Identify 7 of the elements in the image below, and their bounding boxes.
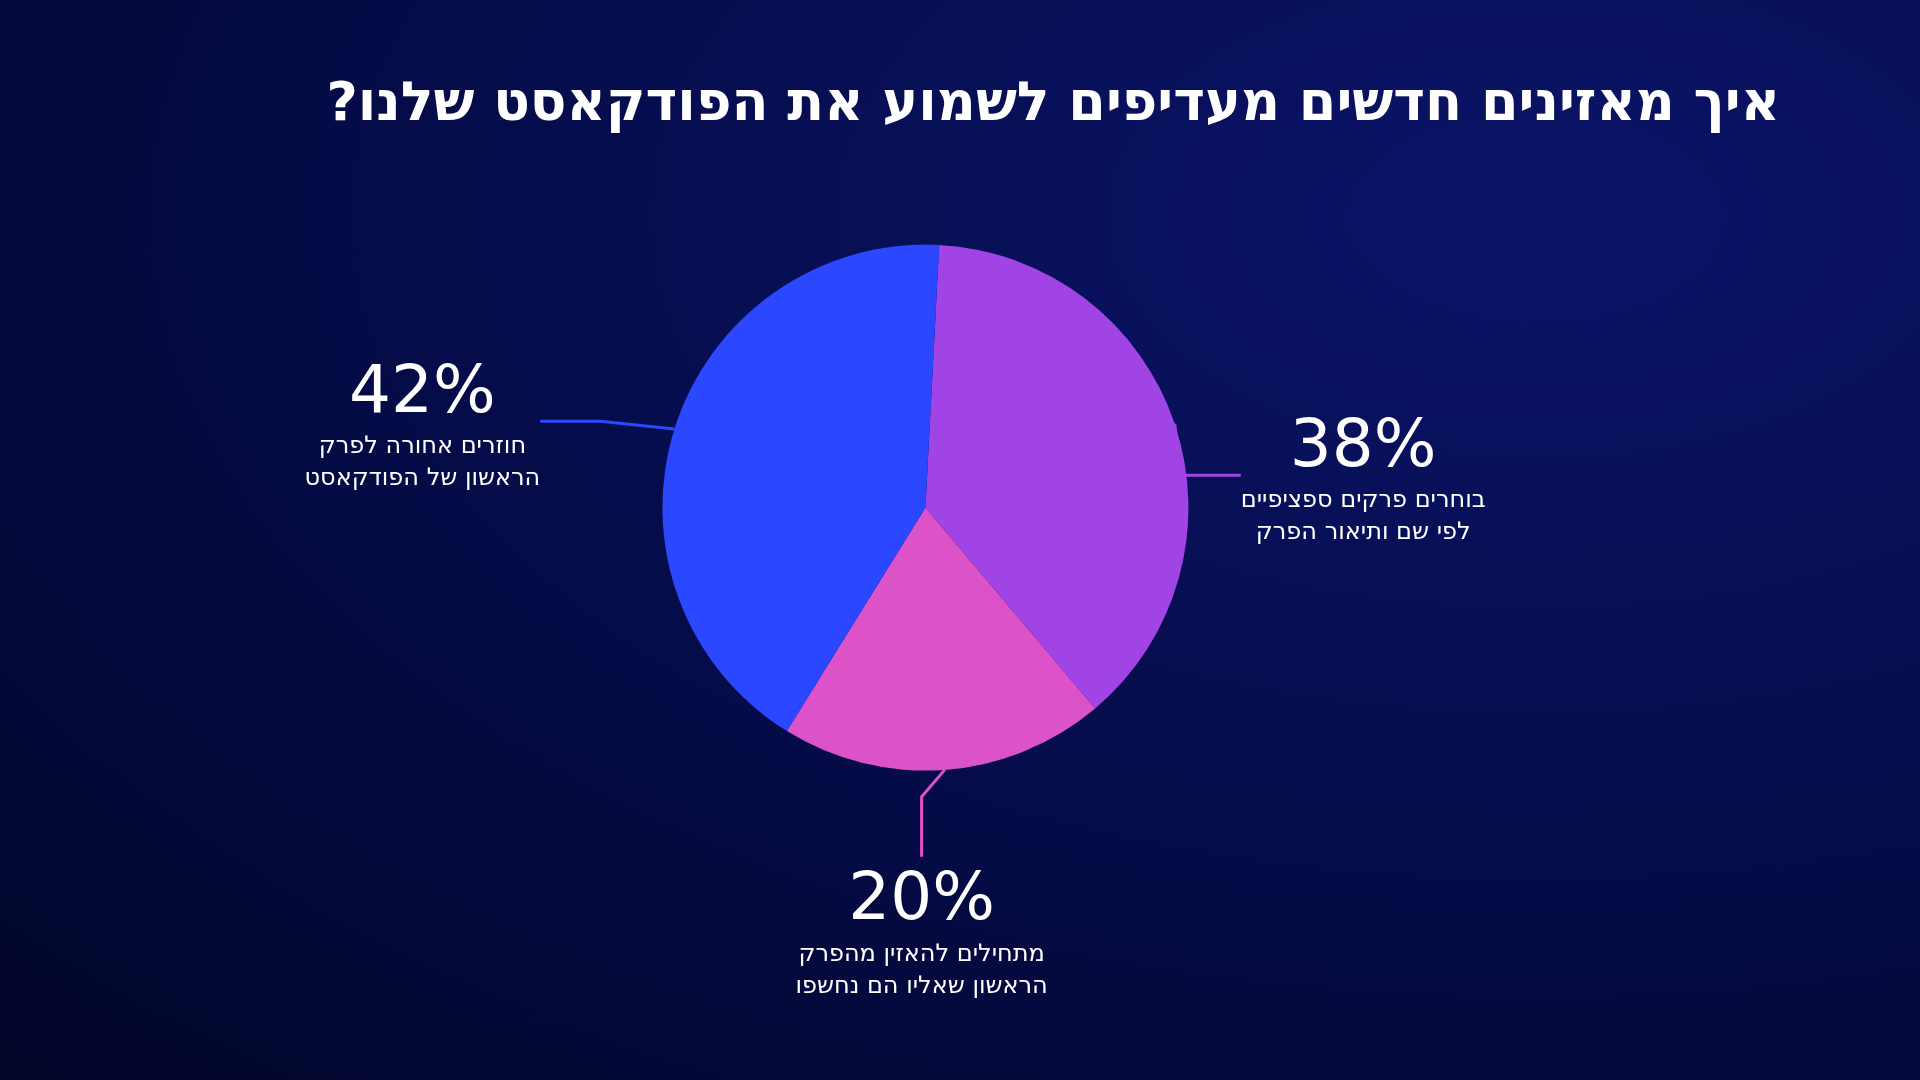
slice-label: מתחילים להאזין מהפרק הראשון שאליו הם נחשפו	[795, 938, 1048, 999]
slice-label: בוחרים פרקים ספציפיים לפי שם ותיאור הפרק	[1240, 485, 1486, 546]
chart-title: איך מאזינים חדשים מעדיפים לשמוע את הפודקאסט שלנו?	[326, 70, 1780, 133]
data-label: 20%	[848, 858, 995, 936]
data-label: 38%	[1289, 404, 1437, 482]
data-label: 42%	[349, 350, 496, 428]
slice-label: חוזרים אחורה לפרק הראשון של הפודקאסט	[304, 431, 541, 492]
